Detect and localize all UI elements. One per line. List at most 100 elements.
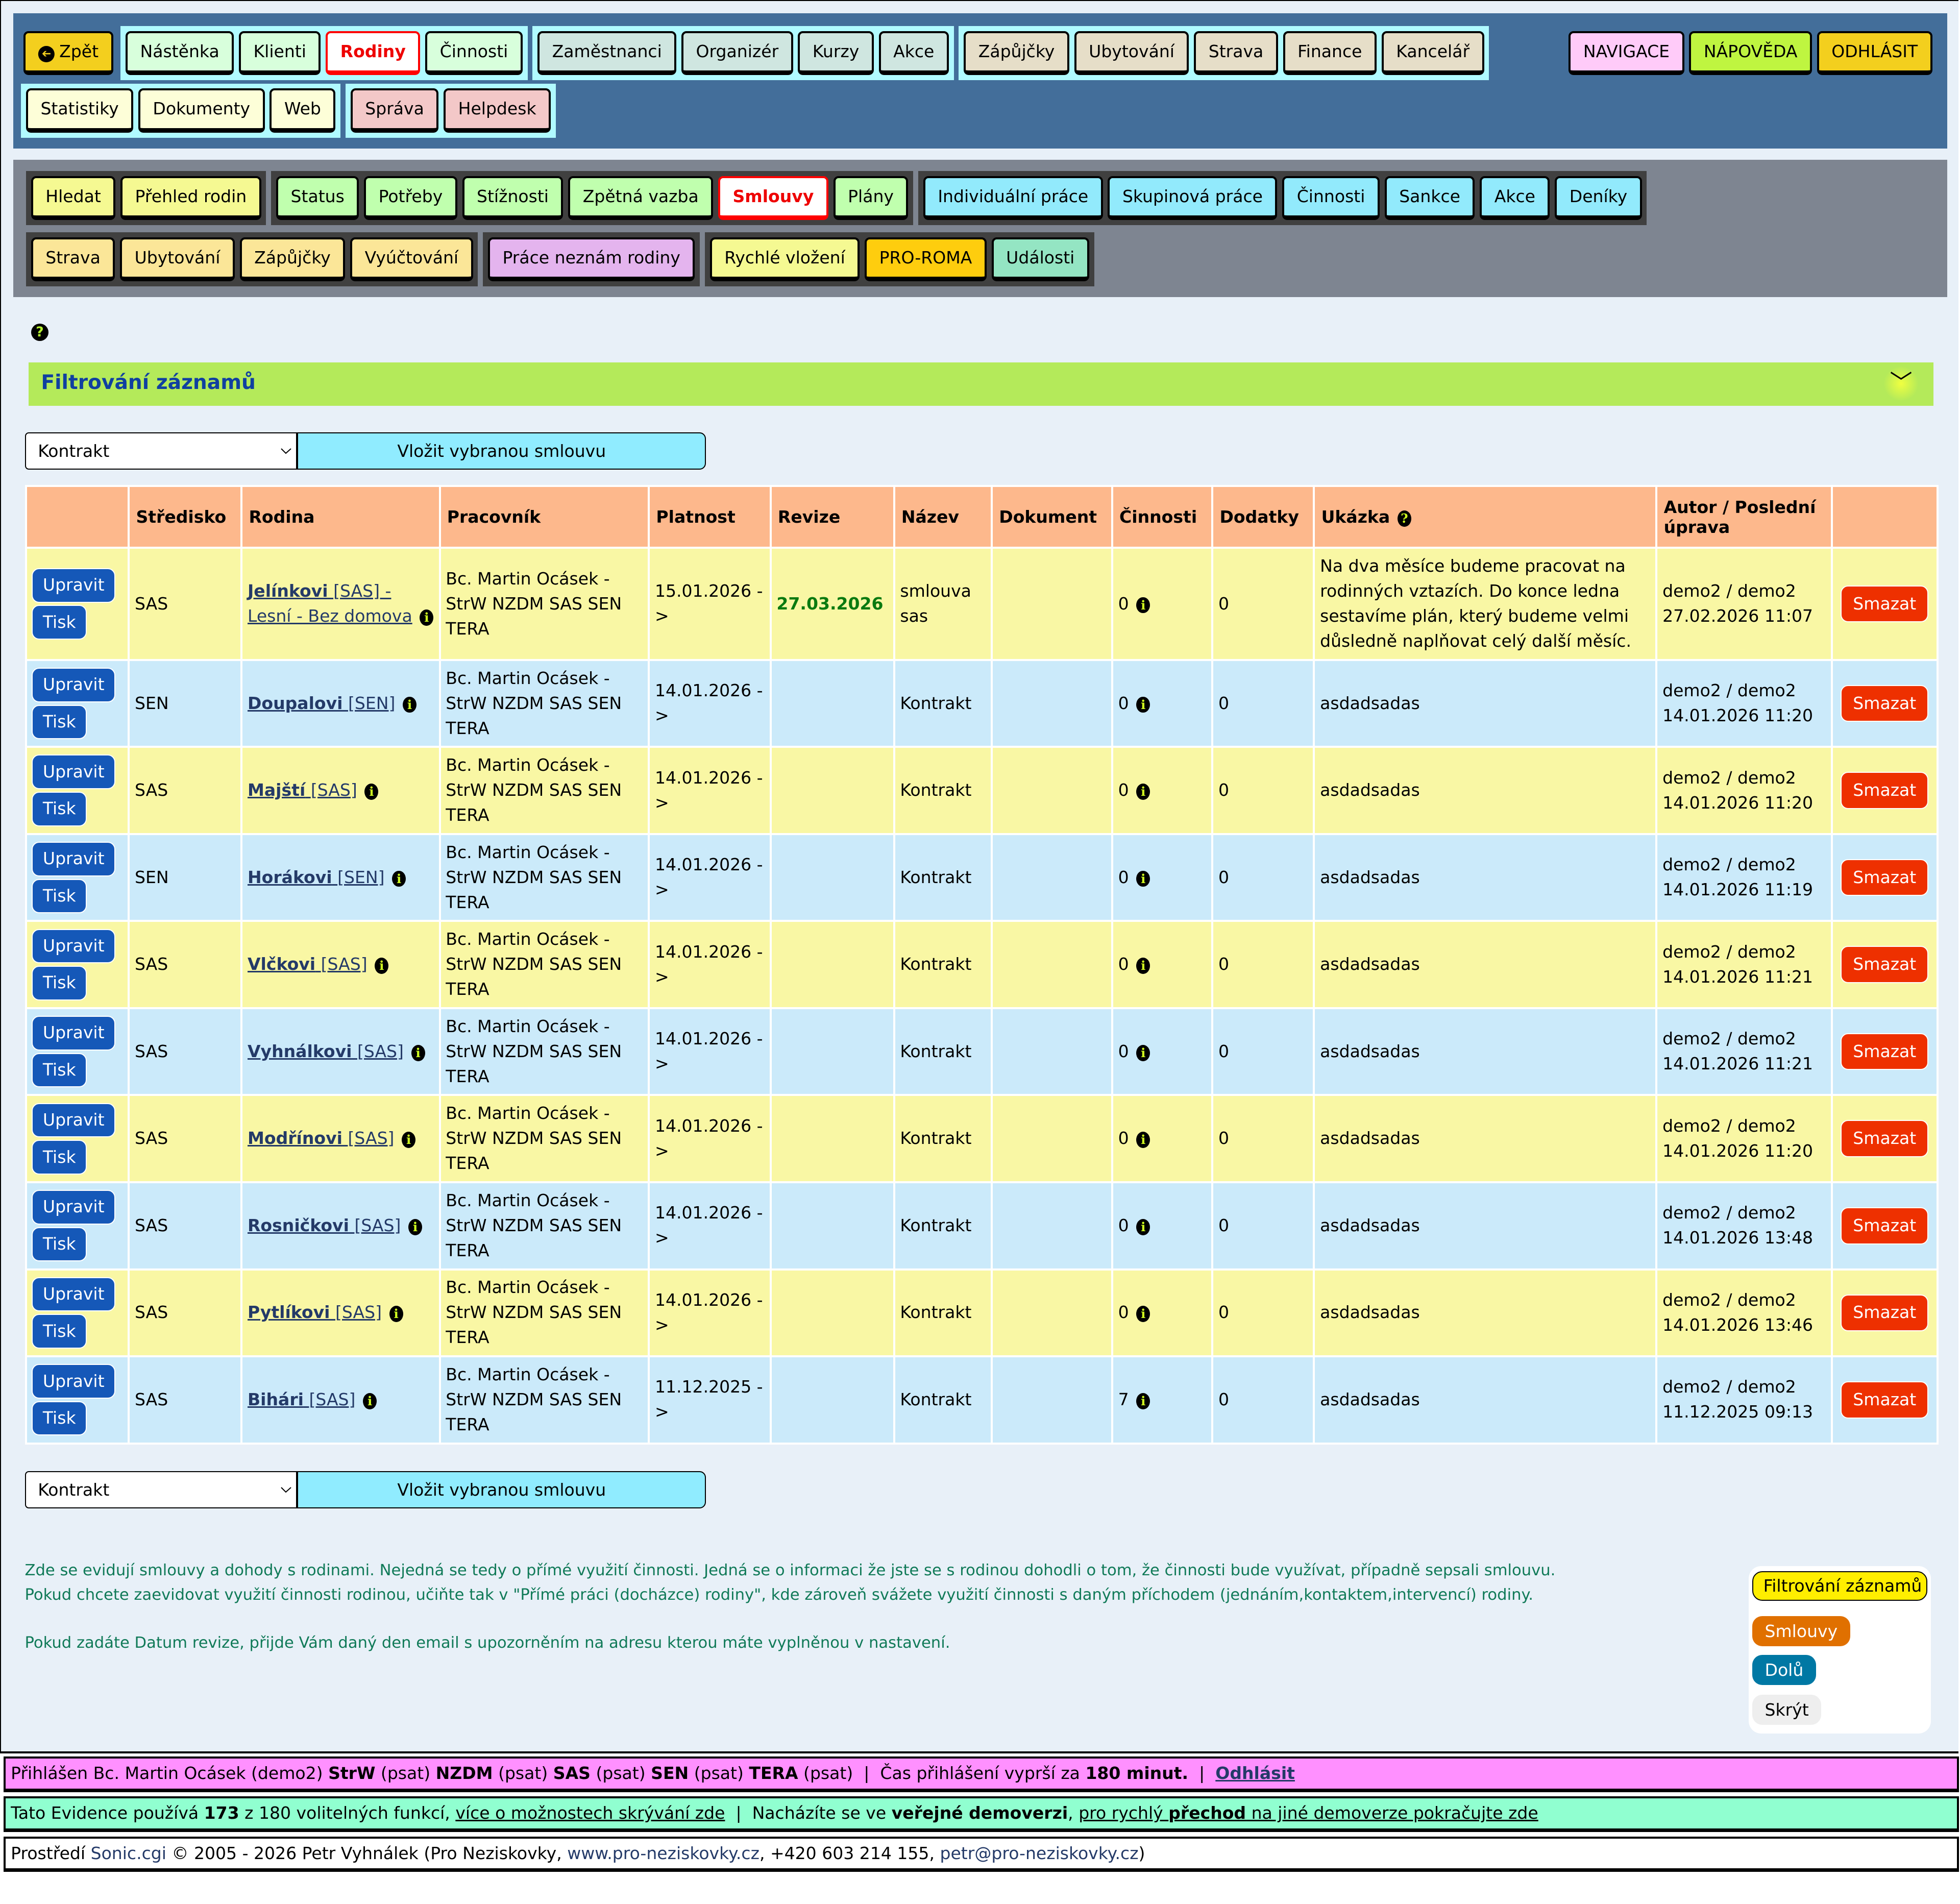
family-link[interactable]: Horákovi [SEN] — [248, 867, 385, 887]
edit-button[interactable]: Upravit — [32, 842, 116, 876]
edit-button[interactable]: Upravit — [32, 667, 116, 702]
nav-zpetna-vazba[interactable]: Zpětná vazba — [568, 176, 714, 221]
info-icon[interactable]: i — [1136, 1044, 1150, 1061]
nav-sankce[interactable]: Sankce — [1384, 176, 1475, 221]
nav-rodiny[interactable]: Rodiny — [326, 31, 421, 76]
family-link[interactable]: Doupalovi [SEN] — [248, 693, 395, 713]
nav-cinnosti[interactable]: Činnosti — [425, 31, 523, 76]
info-icon[interactable]: i — [411, 1044, 425, 1061]
chevron-down-icon[interactable]: ﹀ — [1883, 366, 1919, 401]
edit-button[interactable]: Upravit — [32, 1016, 116, 1051]
info-icon[interactable]: i — [363, 1393, 377, 1409]
edit-button[interactable]: Upravit — [32, 1103, 116, 1138]
edit-button[interactable]: Upravit — [32, 1277, 116, 1312]
info-icon[interactable]: i — [364, 784, 379, 800]
nav-web[interactable]: Web — [270, 88, 336, 133]
info-icon[interactable]: i — [1136, 958, 1150, 974]
delete-button[interactable]: Smazat — [1841, 1294, 1929, 1332]
delete-button[interactable]: Smazat — [1841, 685, 1929, 722]
nav-pro-roma[interactable]: PRO-ROMA — [865, 237, 987, 282]
info-icon[interactable]: i — [1136, 784, 1150, 800]
nav-vyuctovani[interactable]: Vyúčtování — [350, 237, 473, 282]
family-link[interactable]: Vlčkovi [SAS] — [248, 954, 368, 974]
footer-link[interactable]: pro rychlý — [1079, 1803, 1169, 1823]
contract-type-select[interactable]: Kontrakt — [24, 432, 298, 470]
nav-finance[interactable]: Finance — [1283, 31, 1377, 76]
info-icon[interactable]: i — [1136, 696, 1150, 713]
nav-zapujcky[interactable]: Zápůjčky — [964, 31, 1069, 76]
footer-link[interactable]: petr@pro-neziskovky.cz — [940, 1843, 1139, 1863]
help-icon[interactable]: ? — [31, 323, 49, 341]
print-button[interactable]: Tisk — [32, 792, 87, 826]
insert-contract-button[interactable]: Vložit vybranou smlouvu — [297, 1471, 706, 1509]
print-button[interactable]: Tisk — [32, 1314, 87, 1349]
family-link[interactable]: Pytlíkovi [SAS] — [248, 1302, 382, 1322]
nav-odhlasit[interactable]: ODHLÁSIT — [1817, 31, 1932, 76]
print-button[interactable]: Tisk — [32, 1053, 87, 1088]
nav-ubytovani[interactable]: Ubytování — [120, 237, 235, 282]
family-link[interactable]: Majští [SAS] — [248, 780, 357, 800]
nav-status[interactable]: Status — [276, 176, 359, 221]
contract-type-select[interactable]: Kontrakt — [24, 1471, 298, 1509]
delete-button[interactable]: Smazat — [1841, 859, 1929, 896]
edit-button[interactable]: Upravit — [32, 1190, 116, 1225]
nav-akce[interactable]: Akce — [878, 31, 949, 76]
nav-ubytovani[interactable]: Ubytování — [1074, 31, 1189, 76]
print-button[interactable]: Tisk — [32, 1140, 87, 1175]
popup-smlouvy-button[interactable]: Smlouvy — [1752, 1616, 1850, 1646]
nav-klienti[interactable]: Klienti — [238, 31, 321, 76]
nav-plany[interactable]: Plány — [833, 176, 909, 221]
print-button[interactable]: Tisk — [32, 1227, 87, 1262]
nav-prehled-rodin[interactable]: Přehled rodin — [120, 176, 261, 221]
footer-link[interactable]: na jiné demoverze pokračujte zde — [1246, 1803, 1538, 1823]
nav-kancelar[interactable]: Kancelář — [1381, 31, 1484, 76]
delete-button[interactable]: Smazat — [1841, 1120, 1929, 1157]
nav-zpet[interactable]: ➔ Zpět — [23, 31, 113, 76]
nav-strava[interactable]: Strava — [1194, 31, 1278, 76]
info-icon[interactable]: i — [1136, 1132, 1150, 1149]
nav-nastenka[interactable]: Nástěnka — [126, 31, 234, 76]
family-link[interactable]: Rosničkovi [SAS] — [248, 1215, 401, 1235]
help-icon[interactable]: ? — [1397, 510, 1411, 527]
delete-button[interactable]: Smazat — [1841, 1033, 1929, 1070]
delete-button[interactable]: Smazat — [1841, 946, 1929, 983]
footer-link[interactable]: přechod — [1168, 1803, 1246, 1823]
nav-navigace[interactable]: NAVIGACE — [1569, 31, 1684, 76]
nav-individualni-prace[interactable]: Individuální práce — [923, 176, 1103, 221]
footer-link[interactable]: www.pro-neziskovky.cz — [567, 1843, 760, 1863]
nav-deniky[interactable]: Deníky — [1555, 176, 1642, 221]
edit-button[interactable]: Upravit — [32, 929, 116, 964]
print-button[interactable]: Tisk — [32, 878, 87, 914]
info-icon[interactable]: i — [420, 609, 434, 626]
nav-sprava[interactable]: Správa — [350, 88, 439, 133]
popup-skryt-button[interactable]: Skrýt — [1752, 1695, 1822, 1725]
nav-rychle-vlozeni[interactable]: Rychlé vložení — [709, 237, 860, 282]
info-icon[interactable]: i — [408, 1218, 423, 1235]
info-icon[interactable]: i — [392, 870, 406, 887]
nav-organizer[interactable]: Organizér — [681, 31, 793, 76]
info-icon[interactable]: i — [403, 696, 417, 713]
nav-smlouvy[interactable]: Smlouvy — [718, 176, 828, 221]
info-icon[interactable]: i — [389, 1306, 403, 1323]
nav-zamestnanci[interactable]: Zaměstnanci — [537, 31, 677, 76]
info-icon[interactable]: i — [375, 958, 389, 974]
filter-section[interactable]: Filtrování záznamů ﹀ — [28, 362, 1934, 406]
info-icon[interactable]: i — [1136, 870, 1150, 887]
nav-strava[interactable]: Strava — [31, 237, 115, 282]
edit-button[interactable]: Upravit — [32, 568, 116, 603]
nav-helpdesk[interactable]: Helpdesk — [444, 88, 551, 133]
nav-potreby[interactable]: Potřeby — [364, 176, 457, 221]
footer-link[interactable]: více o možnostech skrývání zde — [455, 1803, 725, 1823]
footer-link[interactable]: Sonic.cgi — [90, 1843, 166, 1863]
delete-button[interactable]: Smazat — [1841, 772, 1929, 809]
nav-udalosti[interactable]: Události — [991, 237, 1089, 282]
print-button[interactable]: Tisk — [32, 1401, 87, 1436]
edit-button[interactable]: Upravit — [32, 754, 116, 790]
info-icon[interactable]: i — [1136, 1306, 1150, 1323]
family-link[interactable]: Jelínkovi [SAS] - Lesní - Bez domova — [248, 581, 412, 626]
print-button[interactable]: Tisk — [32, 605, 87, 640]
nav-akce[interactable]: Akce — [1480, 176, 1550, 221]
print-button[interactable]: Tisk — [32, 704, 87, 740]
delete-button[interactable]: Smazat — [1841, 585, 1929, 623]
nav-kurzy[interactable]: Kurzy — [798, 31, 874, 76]
